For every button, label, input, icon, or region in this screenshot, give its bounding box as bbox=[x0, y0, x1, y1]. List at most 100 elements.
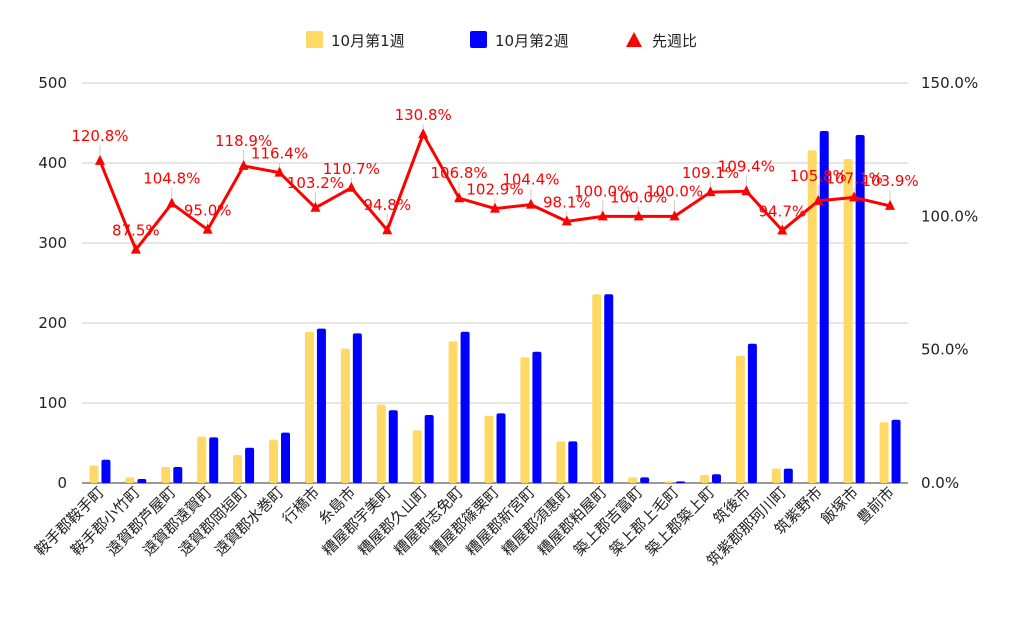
ratio-data-label: 110.7% bbox=[323, 160, 380, 178]
bar-week2 bbox=[460, 331, 470, 483]
bar-week1 bbox=[843, 159, 853, 483]
bar-week1 bbox=[484, 415, 494, 483]
ratio-marker bbox=[813, 194, 824, 205]
bar-week1 bbox=[628, 477, 638, 483]
bar-week1 bbox=[807, 150, 817, 483]
ratio-data-label: 94.8% bbox=[363, 196, 411, 214]
bar-week2 bbox=[137, 479, 147, 483]
ratio-data-label: 103.2% bbox=[287, 174, 344, 192]
bar-week1 bbox=[556, 441, 566, 483]
bar-week2 bbox=[568, 441, 578, 483]
ratio-marker bbox=[849, 191, 860, 202]
chart-legend: 10月第1週 10月第2週 先週比 bbox=[306, 31, 697, 50]
bar-week1 bbox=[233, 455, 243, 483]
bar-week2 bbox=[747, 343, 757, 483]
bar-week1 bbox=[448, 341, 458, 483]
ratio-data-label: 109.4% bbox=[718, 157, 775, 175]
ratio-data-label: 100.0% bbox=[610, 188, 667, 206]
ratio-data-label: 118.9% bbox=[215, 132, 272, 150]
ratio-marker bbox=[705, 186, 716, 197]
bar-week1 bbox=[197, 436, 207, 483]
bar-week1 bbox=[664, 481, 674, 483]
ratio-data-label: 94.7% bbox=[758, 202, 806, 220]
ratio-marker bbox=[885, 199, 896, 210]
bar-week1 bbox=[412, 430, 422, 483]
bar-week1 bbox=[735, 355, 745, 483]
bar-week1 bbox=[592, 294, 602, 483]
ratio-data-label: 130.8% bbox=[395, 106, 452, 124]
bar-week2 bbox=[711, 474, 721, 483]
legend-label-week2: 10月第2週 bbox=[495, 32, 569, 50]
ratio-data-label: 100.0% bbox=[574, 182, 631, 200]
bar-week2 bbox=[640, 477, 650, 483]
left-axis-tick-label: 500 bbox=[38, 74, 67, 92]
ratio-data-label: 103.9% bbox=[861, 172, 918, 190]
bar-week1 bbox=[269, 439, 279, 483]
ratio-marker bbox=[597, 210, 608, 221]
left-axis-tick-label: 0 bbox=[57, 474, 67, 492]
bar-week1 bbox=[376, 404, 386, 483]
bar-week1 bbox=[89, 465, 99, 483]
ratio-marker bbox=[418, 128, 429, 139]
ratio-data-label: 116.4% bbox=[251, 145, 308, 163]
ratio-marker bbox=[669, 210, 680, 221]
ratio-marker bbox=[633, 210, 644, 221]
bar-week1 bbox=[161, 467, 171, 483]
bar-week1 bbox=[699, 475, 709, 483]
bar-week2 bbox=[855, 135, 865, 483]
bar-week1 bbox=[879, 422, 889, 483]
ratio-marker bbox=[561, 215, 572, 226]
bar-week2 bbox=[209, 437, 219, 483]
ratio-marker bbox=[777, 224, 788, 235]
ratio-marker bbox=[741, 185, 752, 196]
ratio-data-label: 104.8% bbox=[143, 170, 200, 188]
left-axis-tick-label: 400 bbox=[38, 154, 67, 172]
bar-week2 bbox=[604, 294, 614, 483]
ratio-marker bbox=[382, 224, 393, 235]
ratio-data-label: 105.8% bbox=[790, 167, 847, 185]
ratio-marker bbox=[166, 197, 177, 208]
right-axis-tick-label: 0.0% bbox=[921, 474, 959, 492]
bar-week2 bbox=[783, 468, 793, 483]
right-axis-tick-label: 100.0% bbox=[921, 207, 978, 225]
bar-week2 bbox=[388, 410, 398, 483]
bar-week2 bbox=[424, 415, 434, 483]
legend-label-ratio: 先週比 bbox=[652, 32, 697, 50]
ratio-data-label: 98.1% bbox=[543, 193, 591, 211]
bar-week1 bbox=[125, 477, 135, 483]
legend-swatch-week2 bbox=[470, 31, 487, 48]
bar-week2 bbox=[316, 328, 326, 483]
ratio-data-label: 87.5% bbox=[112, 222, 160, 240]
ratio-data-label: 104.4% bbox=[502, 171, 559, 189]
ratio-marker bbox=[490, 202, 500, 213]
bar-week2 bbox=[245, 447, 255, 483]
bar-week1 bbox=[520, 357, 530, 483]
ratio-marker bbox=[238, 159, 249, 170]
ratio-marker bbox=[525, 198, 536, 209]
ratio-marker bbox=[202, 223, 213, 234]
right-axis-tick-label: 50.0% bbox=[921, 341, 969, 359]
ratio-data-label: 95.0% bbox=[184, 202, 232, 220]
ratio-data-label: 120.8% bbox=[71, 127, 128, 145]
ratio-marker bbox=[310, 201, 321, 212]
bar-week2 bbox=[496, 413, 506, 483]
ratio-marker bbox=[274, 166, 285, 177]
ratio-data-label: 109.1% bbox=[682, 164, 739, 182]
ratio-marker bbox=[130, 243, 141, 254]
right-axis-tick-label: 150.0% bbox=[921, 74, 978, 92]
bar-week2 bbox=[173, 467, 183, 483]
bar-week2 bbox=[532, 351, 542, 483]
bar-week2 bbox=[891, 419, 901, 483]
bar-week1 bbox=[340, 348, 350, 483]
ratio-data-label: 107.1% bbox=[826, 169, 883, 187]
bar-week1 bbox=[304, 331, 314, 483]
legend-triangle-icon bbox=[626, 32, 642, 47]
ratio-marker bbox=[346, 181, 357, 192]
ratio-marker bbox=[94, 154, 105, 165]
ratio-data-label: 102.9% bbox=[466, 181, 523, 199]
bar-week1 bbox=[771, 468, 781, 483]
bar-week2 bbox=[281, 432, 291, 483]
bar-week2 bbox=[676, 481, 686, 483]
category-label: 行橋市 bbox=[279, 483, 324, 528]
